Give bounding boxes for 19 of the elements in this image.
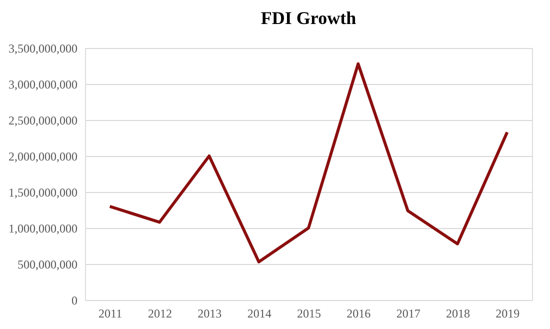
y-tick-label: 500,000,000 <box>18 258 78 272</box>
y-tick-label: 3,000,000,000 <box>8 78 78 92</box>
y-tick-label: 3,500,000,000 <box>8 42 78 56</box>
x-tick-label: 2018 <box>446 306 470 320</box>
x-tick-label: 2011 <box>98 306 122 320</box>
y-tick-label: 2,500,000,000 <box>8 114 78 128</box>
x-tick-label: 2012 <box>148 306 172 320</box>
y-tick-label: 0 <box>72 294 78 308</box>
x-tick-label: 2013 <box>198 306 222 320</box>
y-tick-label: 1,500,000,000 <box>8 186 78 200</box>
chart-title: FDI Growth <box>260 8 356 28</box>
line-series <box>108 62 509 264</box>
y-tick-label: 2,000,000,000 <box>8 150 78 164</box>
x-tick-label: 2014 <box>247 306 272 320</box>
x-tick-label: 2016 <box>346 306 371 320</box>
y-tick-label: 1,000,000,000 <box>8 222 78 236</box>
x-tick-label: 2015 <box>297 306 321 320</box>
x-tick-label: 2019 <box>496 306 520 320</box>
x-tick-label: 2017 <box>396 306 420 320</box>
